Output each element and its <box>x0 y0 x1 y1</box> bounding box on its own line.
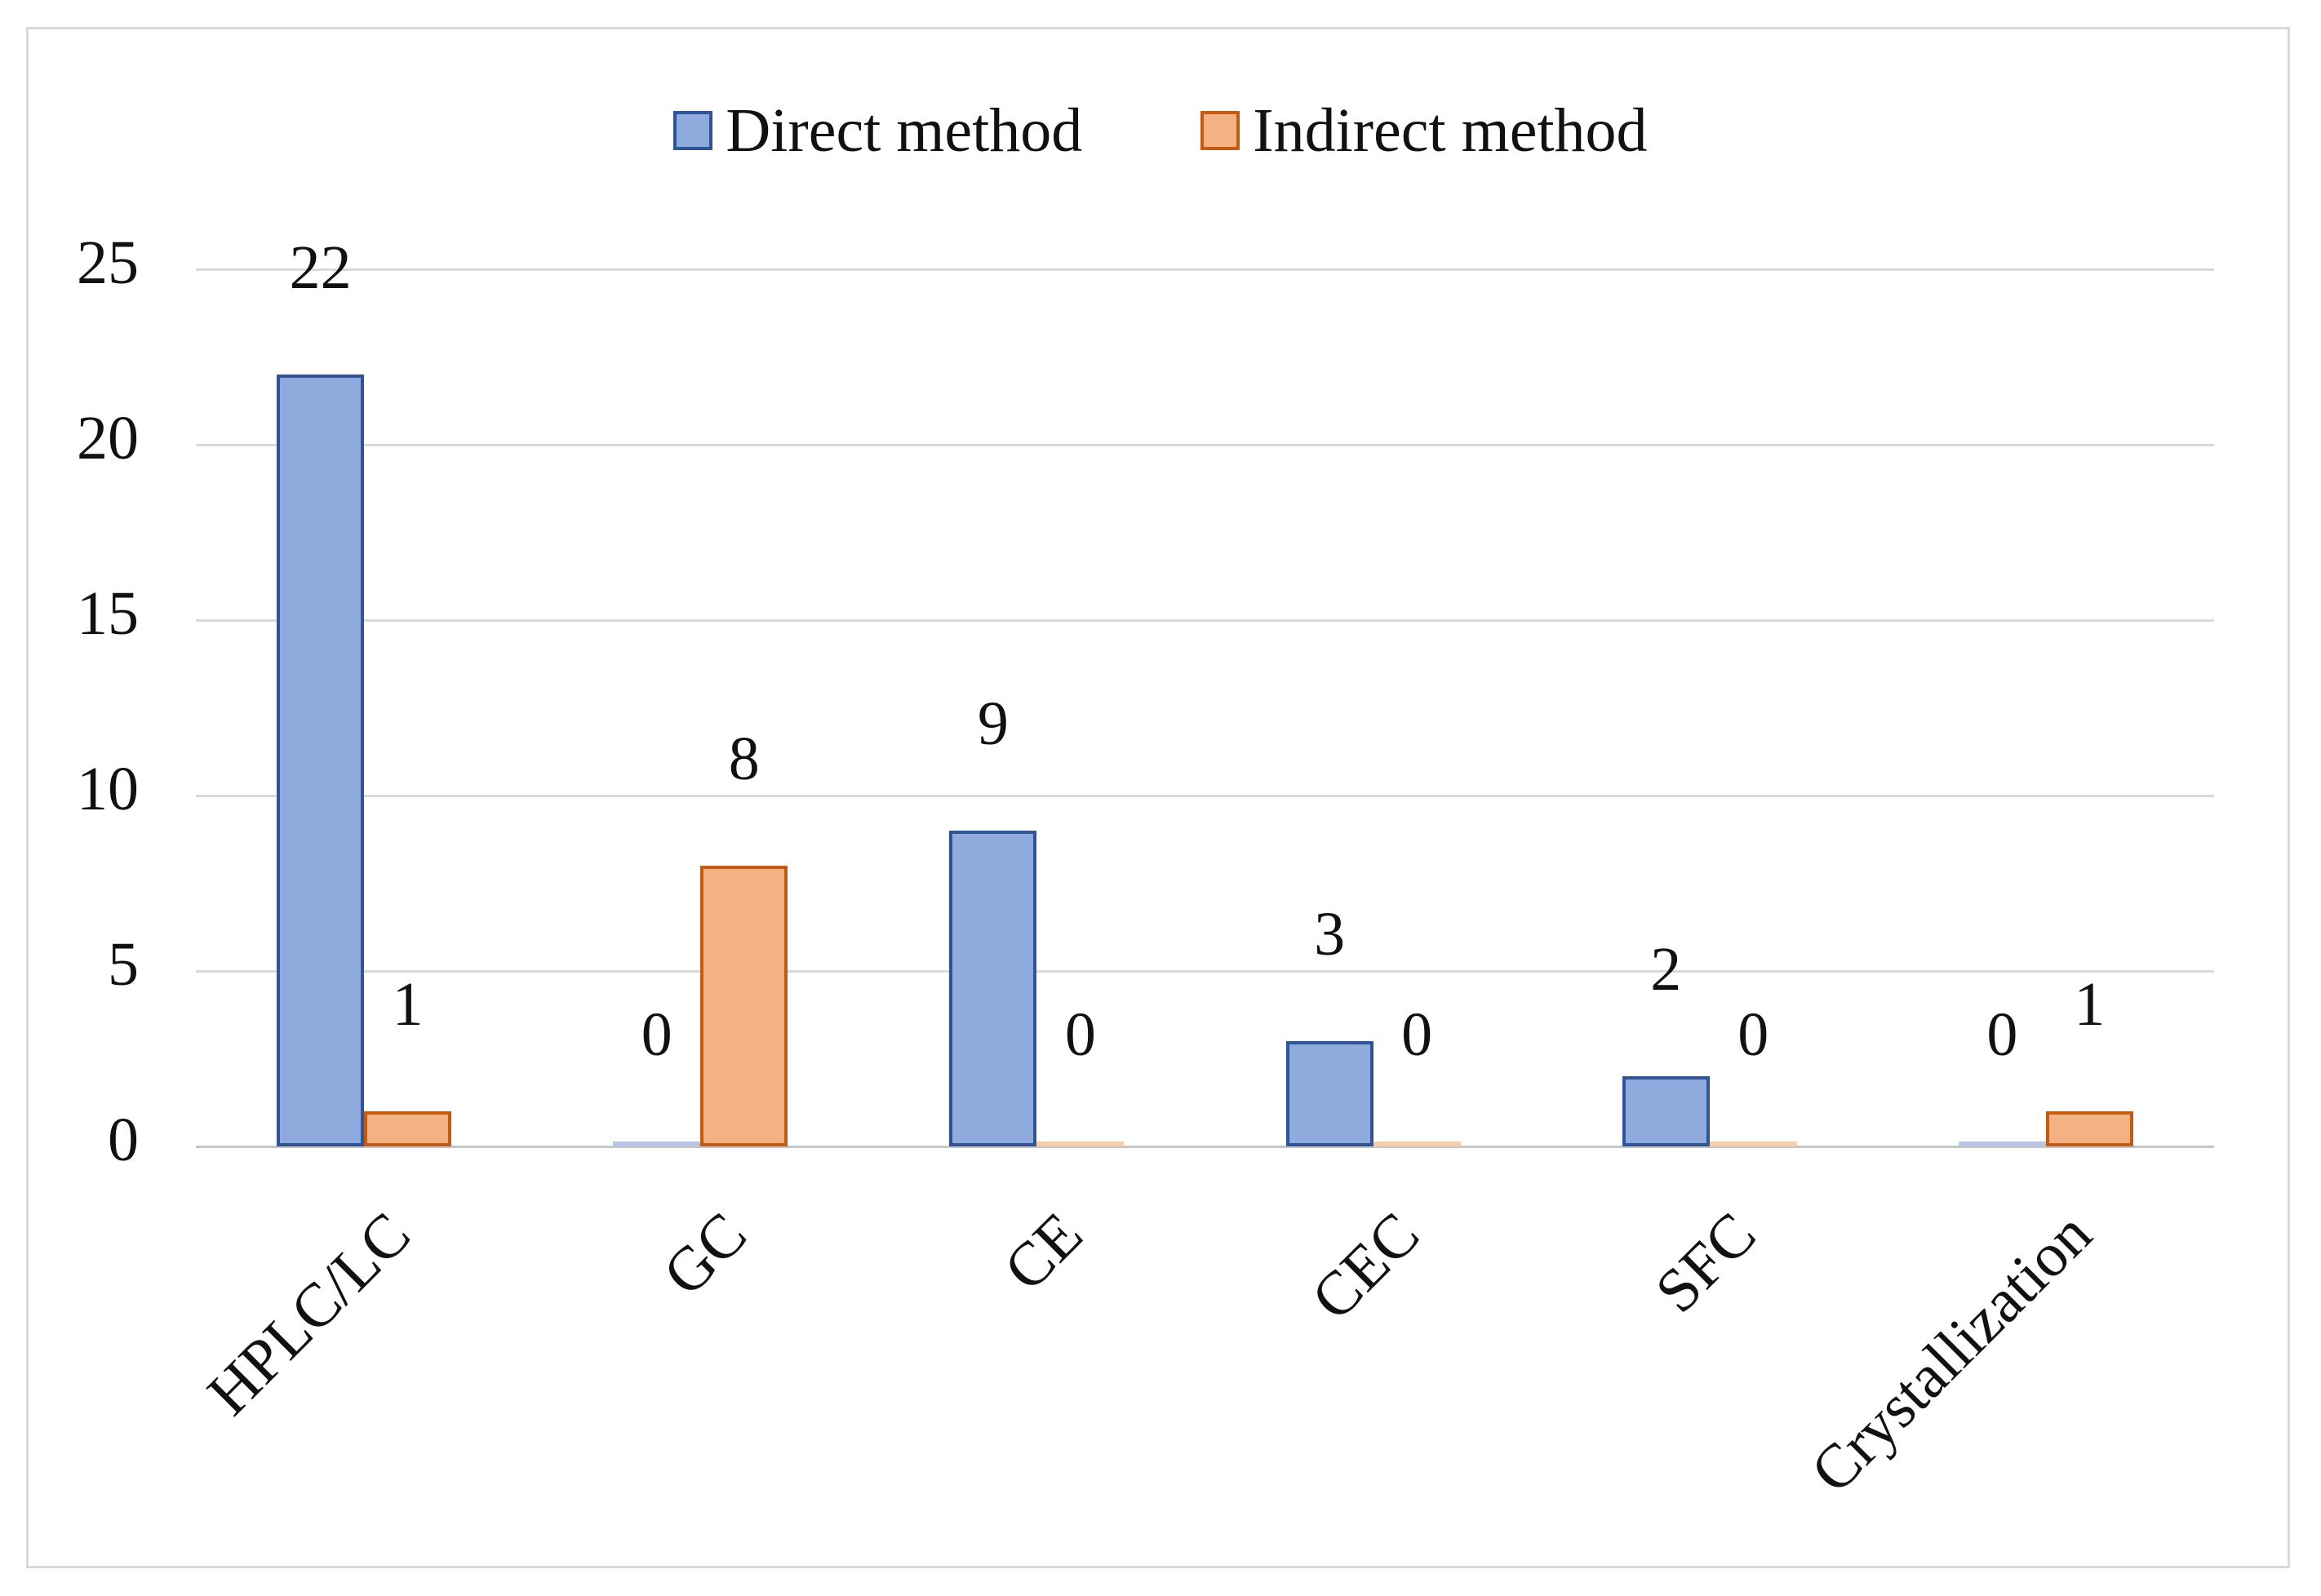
bar-indirect-method-crystallization <box>2045 1111 2133 1146</box>
gridline <box>196 444 2214 446</box>
bar-direct-method-gc <box>613 1142 701 1146</box>
bar-value-label: 22 <box>289 233 352 302</box>
bar-indirect-method-cec <box>1373 1142 1461 1146</box>
bar-value-label: 3 <box>1314 900 1346 969</box>
gridline <box>196 970 2214 973</box>
bar-value-label: 1 <box>392 970 424 1039</box>
bar-direct-method-crystallization <box>1958 1142 2046 1146</box>
y-axis-tick-label: 0 <box>108 1106 139 1174</box>
bar-direct-method-hplc-lc <box>277 375 365 1146</box>
y-axis-tick-label: 20 <box>77 404 139 472</box>
bar-value-label: 1 <box>2074 970 2106 1039</box>
bar-value-label: 8 <box>728 725 760 793</box>
y-axis-tick-label: 25 <box>77 228 139 297</box>
y-axis-tick-label: 10 <box>77 755 139 823</box>
bar-indirect-method-gc <box>700 866 788 1146</box>
gridline <box>196 268 2214 271</box>
gridline <box>196 619 2214 622</box>
chart-legend: Direct method Indirect method <box>0 90 2321 171</box>
legend-item-indirect-method: Indirect method <box>1200 96 1648 165</box>
legend-color-swatch-icon <box>673 111 713 150</box>
bar-indirect-method-hplc-lc <box>364 1111 452 1146</box>
bar-direct-method-cec <box>1285 1041 1374 1146</box>
bar-value-label: 0 <box>1737 1000 1769 1069</box>
bar-direct-method-ce <box>949 831 1037 1146</box>
chart-frame-border <box>26 27 2290 1568</box>
legend-label: Indirect method <box>1253 96 1648 165</box>
y-axis-tick-label: 15 <box>77 579 139 648</box>
bar-value-label: 0 <box>641 1000 672 1069</box>
bar-value-label: 0 <box>1064 1000 1096 1069</box>
x-axis-line <box>196 1146 2214 1148</box>
y-axis-tick-label: 5 <box>108 930 139 999</box>
legend-item-direct-method: Direct method <box>673 100 1082 162</box>
bar-value-label: 0 <box>1986 1000 2018 1069</box>
bar-value-label: 2 <box>1650 935 1682 1004</box>
legend-label: Direct method <box>726 96 1083 165</box>
bar-value-label: 0 <box>1401 1000 1433 1069</box>
bar-value-label: 9 <box>977 689 1009 758</box>
bar-direct-method-sfc <box>1622 1076 1710 1146</box>
legend-color-swatch-icon <box>1200 111 1240 150</box>
bar-indirect-method-ce <box>1036 1142 1125 1146</box>
gridline <box>196 795 2214 797</box>
bar-indirect-method-sfc <box>1709 1142 1797 1146</box>
